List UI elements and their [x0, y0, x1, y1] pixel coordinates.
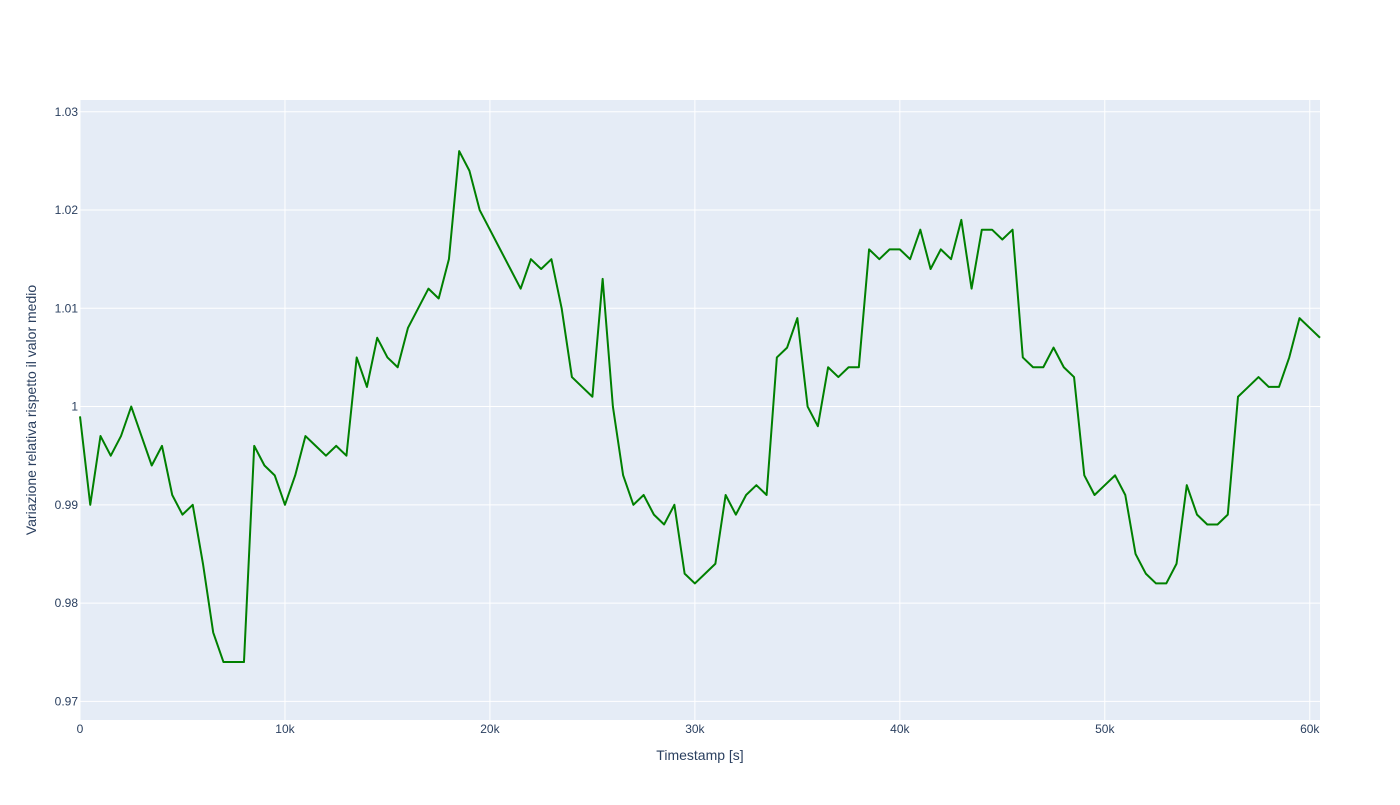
x-axis-title: Timestamp [s]	[656, 747, 743, 763]
x-tick-label: 60k	[1300, 722, 1320, 736]
y-tick-label: 0.99	[55, 498, 79, 512]
x-tick-label: 40k	[890, 722, 910, 736]
x-tick-label: 0	[77, 722, 84, 736]
x-tick-label: 30k	[685, 722, 705, 736]
x-tick-label: 20k	[480, 722, 500, 736]
y-tick-label: 0.97	[55, 694, 79, 708]
x-tick-label: 50k	[1095, 722, 1115, 736]
x-tick-label: 10k	[275, 722, 295, 736]
plot-area	[80, 100, 1320, 720]
y-tick-label: 1.02	[55, 203, 79, 217]
line-series	[79, 150, 1321, 664]
y-tick-label: 1.03	[55, 105, 79, 119]
y-tick-label: 1.01	[55, 301, 79, 315]
y-tick-label: 0.98	[55, 596, 79, 610]
y-tick-label: 1	[71, 400, 78, 414]
y-axis-title: Variazione relativa rispetto il valor me…	[23, 285, 39, 536]
